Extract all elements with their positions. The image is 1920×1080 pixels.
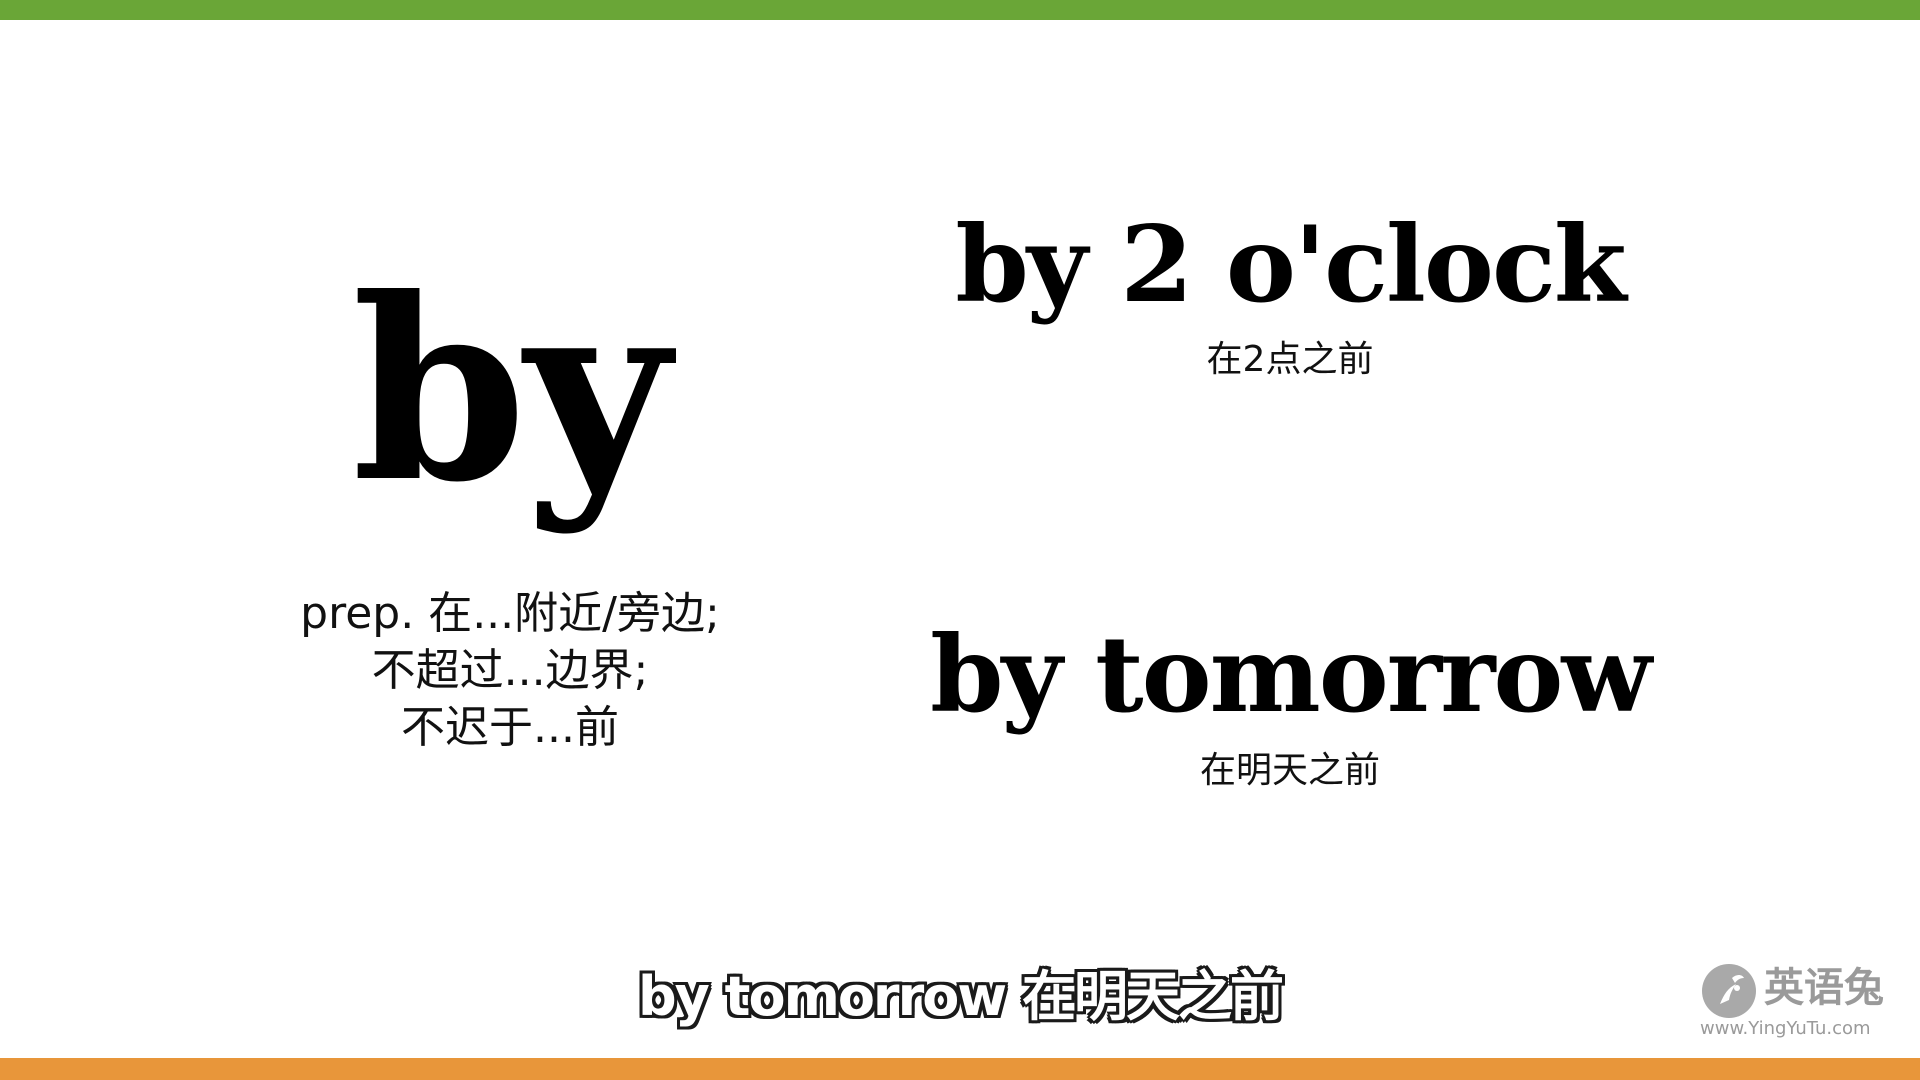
bottom-accent-bar	[0, 1058, 1920, 1080]
watermark-logo: 英语兔 www.YingYuTu.com	[1700, 962, 1900, 1042]
example-phrase-2: by tomorrow	[930, 612, 1652, 736]
example-translation-1: 在2点之前	[1206, 339, 1374, 380]
watermark-name: 英语兔	[1764, 964, 1884, 1011]
rabbit-logo-icon	[1702, 964, 1756, 1018]
definition-line: 不超过...边界;	[371, 645, 649, 696]
watermark-url: www.YingYuTu.com	[1700, 1018, 1871, 1039]
example-phrase-1: by 2 o'clock	[955, 202, 1626, 326]
example-translation-2: 在明天之前	[1199, 750, 1380, 791]
top-accent-bar	[0, 0, 1920, 20]
definition-line: prep. 在...附近/旁边;	[300, 588, 720, 639]
word-definition: prep. 在...附近/旁边; 不超过...边界; 不迟于...前	[230, 585, 790, 756]
video-subtitle: by tomorrow 在明天之前	[638, 965, 1284, 1028]
definition-line: 不迟于...前	[401, 702, 619, 753]
main-word: by	[351, 243, 670, 537]
